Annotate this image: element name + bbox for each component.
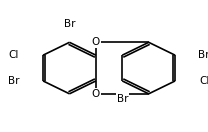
Text: O: O: [92, 37, 100, 47]
Text: Br: Br: [64, 19, 75, 29]
Text: Br: Br: [198, 50, 208, 60]
Text: Br: Br: [8, 76, 20, 86]
Text: Cl: Cl: [9, 50, 19, 60]
Text: O: O: [92, 89, 100, 99]
Text: Br: Br: [116, 94, 128, 104]
Text: Cl: Cl: [199, 76, 208, 86]
